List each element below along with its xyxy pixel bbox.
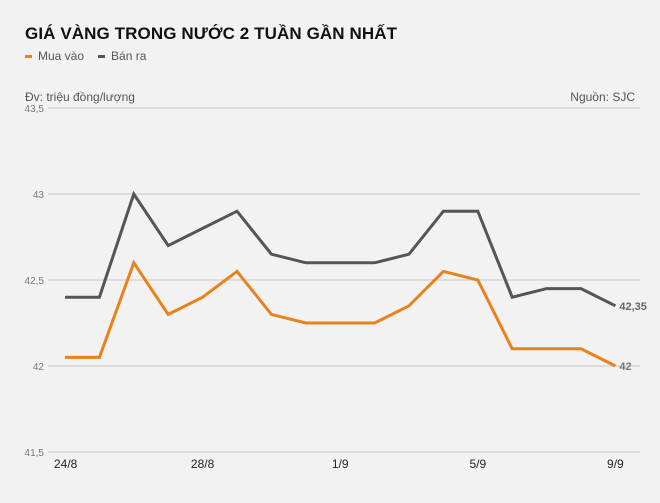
chart-title: GIÁ VÀNG TRONG NƯỚC 2 TUẦN GẦN NHẤT bbox=[25, 24, 398, 43]
y-tick-label: 43 bbox=[33, 190, 45, 201]
legend: Mua vào Bán ra bbox=[25, 49, 146, 63]
legend-item-buy: Mua vào bbox=[25, 49, 84, 63]
x-tick-label: 5/9 bbox=[469, 457, 486, 471]
y-tick-label: 42 bbox=[33, 362, 45, 373]
end-label-sell: 42,35 bbox=[619, 301, 647, 313]
y-tick-label: 41,5 bbox=[25, 448, 45, 459]
unit-label: Đv: triệu đồng/lượng bbox=[25, 90, 135, 104]
legend-swatch-sell bbox=[98, 54, 106, 58]
series-line-sell bbox=[65, 190, 617, 308]
x-tick-label: 28/8 bbox=[191, 457, 215, 471]
y-tick-label: 42,5 bbox=[25, 276, 45, 287]
legend-swatch-buy bbox=[25, 54, 32, 58]
legend-label-buy: Mua vào bbox=[38, 49, 85, 63]
end-label-buy: 42 bbox=[619, 361, 631, 373]
legend-item-sell: Bán ra bbox=[98, 49, 146, 63]
x-tick-label: 9/9 bbox=[607, 457, 624, 471]
source-label: Nguồn: SJC bbox=[570, 90, 635, 104]
y-tick-label: 43,5 bbox=[25, 104, 45, 115]
x-tick-label: 1/9 bbox=[332, 457, 349, 471]
series-line-buy bbox=[65, 259, 617, 368]
x-tick-label: 24/8 bbox=[54, 457, 78, 471]
legend-label-sell: Bán ra bbox=[111, 49, 147, 63]
